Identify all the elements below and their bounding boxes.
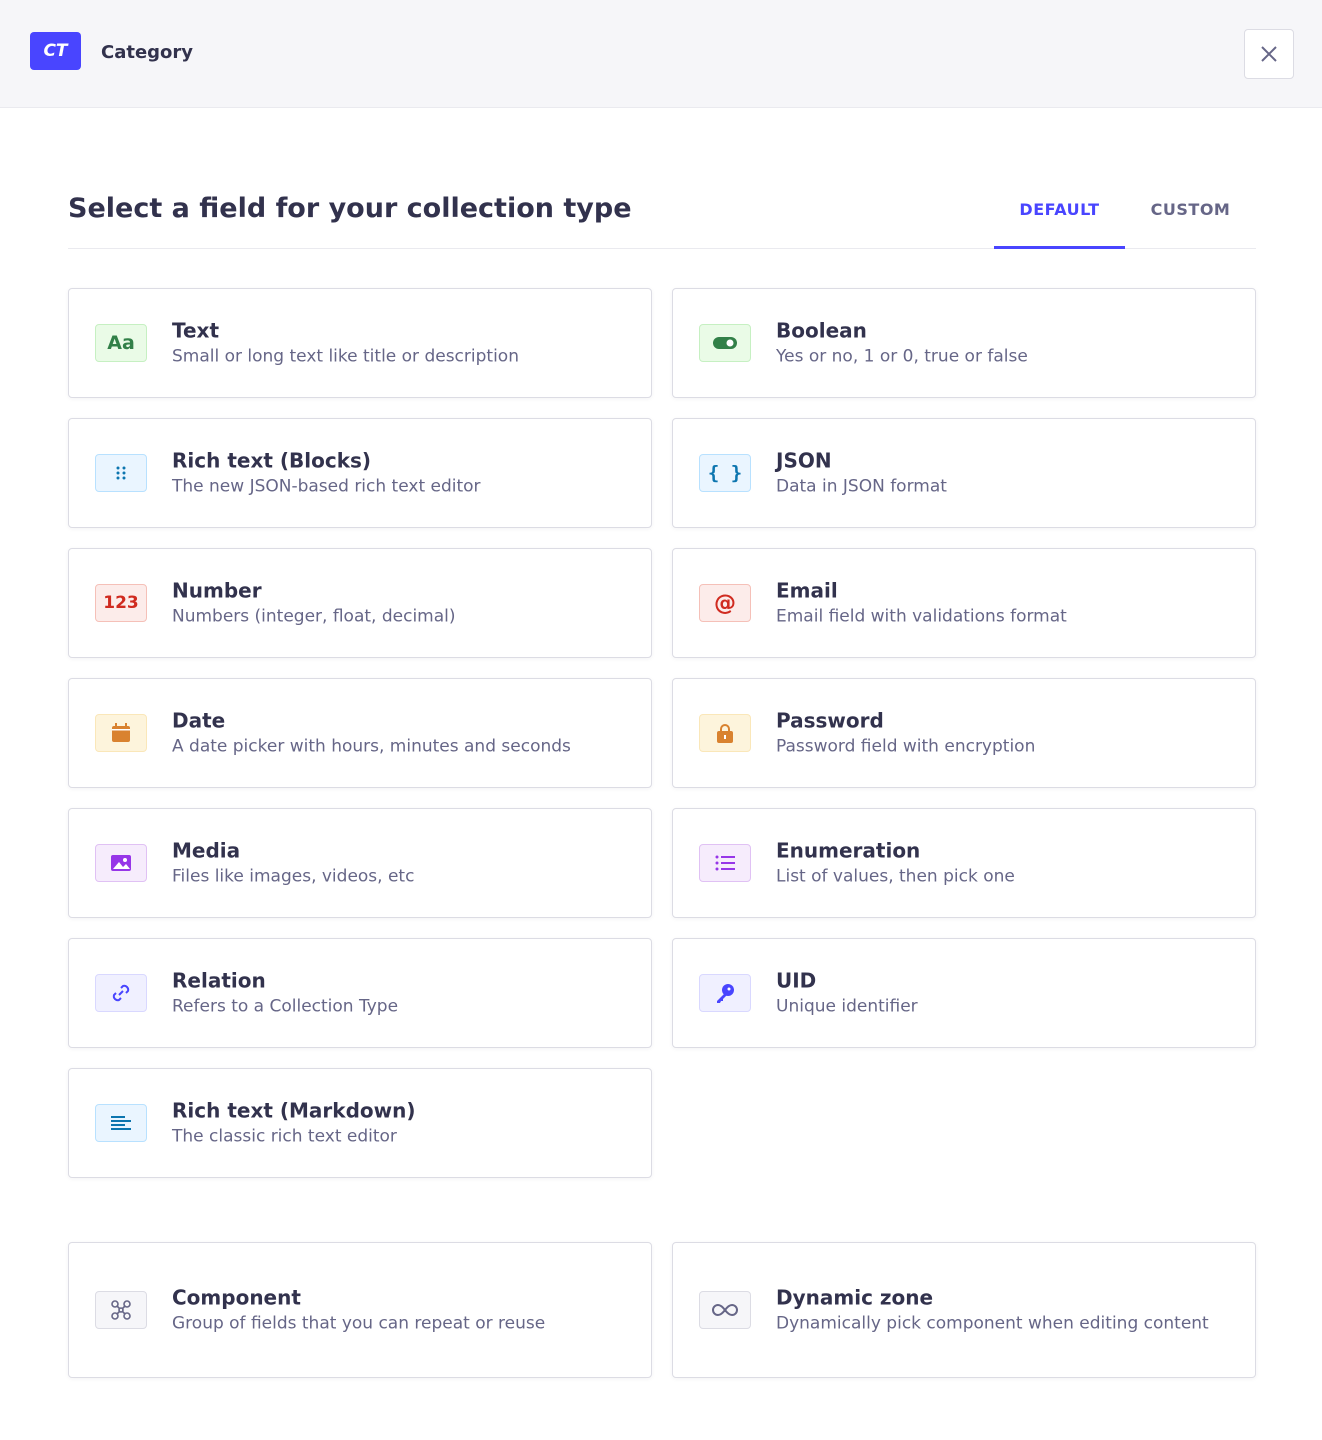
lock-icon [699,714,751,752]
field-card-relation[interactable]: Relation Refers to a Collection Type [68,938,652,1048]
paragraph-icon [95,1104,147,1142]
tab-divider [68,248,1256,249]
field-card-email[interactable]: @ Email Email field with validations form… [672,548,1256,658]
field-card-media[interactable]: Media Files like images, videos, etc [68,808,652,918]
field-description: The classic rich text editor [172,1126,397,1147]
field-card-dynamic-zone[interactable]: Dynamic zone Dynamically pick component w… [672,1242,1256,1378]
number-icon: 123 [95,584,147,622]
field-description: Small or long text like title or descrip… [172,346,519,367]
infinity-icon [699,1291,751,1329]
field-description: Email field with validations format [776,606,1067,627]
field-title: Relation [172,968,266,993]
content-type-badge: CT [30,32,81,70]
list-icon [699,844,751,882]
field-title: Email [776,578,838,603]
tab-default[interactable]: DEFAULT [994,200,1125,249]
field-card-number[interactable]: 123 Number Numbers (integer, float, decim… [68,548,652,658]
field-description: Unique identifier [776,996,918,1017]
field-description: Numbers (integer, float, decimal) [172,606,456,627]
field-title: Dynamic zone [776,1285,934,1310]
field-description: A date picker with hours, minutes and se… [172,736,571,757]
component-icon [95,1291,147,1329]
field-card-enumeration[interactable]: Enumeration List of values, then pick one [672,808,1256,918]
field-title: Date [172,708,226,733]
field-title: Number [172,578,262,603]
field-card-component[interactable]: Component Group of fields that you can re… [68,1242,652,1378]
field-card-text[interactable]: Aa Text Small or long text like title or … [68,288,652,398]
field-title: UID [776,968,817,993]
field-description: Refers to a Collection Type [172,996,399,1017]
field-description: Files like images, videos, etc [172,866,415,887]
drag-dots-icon [95,454,147,492]
field-description: List of values, then pick one [776,866,1015,887]
field-card-password[interactable]: Password Password field with encryption [672,678,1256,788]
field-description: Data in JSON format [776,476,947,497]
key-icon [699,974,751,1012]
field-description: Dynamically pick component when editing … [776,1313,1209,1334]
field-title: Boolean [776,318,867,343]
field-card-rich-text-markdown[interactable]: Rich text (Markdown) The classic rich tex… [68,1068,652,1178]
field-description: Group of fields that you can repeat or r… [172,1313,546,1334]
field-card-uid[interactable]: UID Unique identifier [672,938,1256,1048]
field-card-json[interactable]: { } JSON Data in JSON format [672,418,1256,528]
braces-icon: { } [699,454,751,492]
tab-custom[interactable]: CUSTOM [1150,200,1231,219]
text-icon: Aa [95,324,147,362]
page-title: Select a field for your collection type [68,193,632,224]
at-icon: @ [699,584,751,622]
close-icon [1261,46,1277,62]
field-description: Password field with encryption [776,736,1036,757]
modal-title: Category [101,42,194,63]
field-title: Rich text (Blocks) [172,448,372,473]
link-icon [95,974,147,1012]
toggle-icon [699,324,751,362]
field-title: Component [172,1285,301,1310]
field-description: Yes or no, 1 or 0, true or false [776,346,1028,367]
field-description: The new JSON-based rich text editor [172,476,481,497]
field-title: Enumeration [776,838,921,863]
field-title: Text [172,318,220,343]
field-card-boolean[interactable]: Boolean Yes or no, 1 or 0, true or false [672,288,1256,398]
field-title: Rich text (Markdown) [172,1098,416,1123]
field-title: Password [776,708,884,733]
calendar-icon [95,714,147,752]
field-title: JSON [776,448,832,473]
field-title: Media [172,838,241,863]
field-card-date[interactable]: Date A date picker with hours, minutes an… [68,678,652,788]
close-button[interactable] [1244,29,1294,79]
field-card-rich-text-blocks[interactable]: Rich text (Blocks) The new JSON-based ric… [68,418,652,528]
image-icon [95,844,147,882]
modal-header: CT Category [0,0,1322,108]
